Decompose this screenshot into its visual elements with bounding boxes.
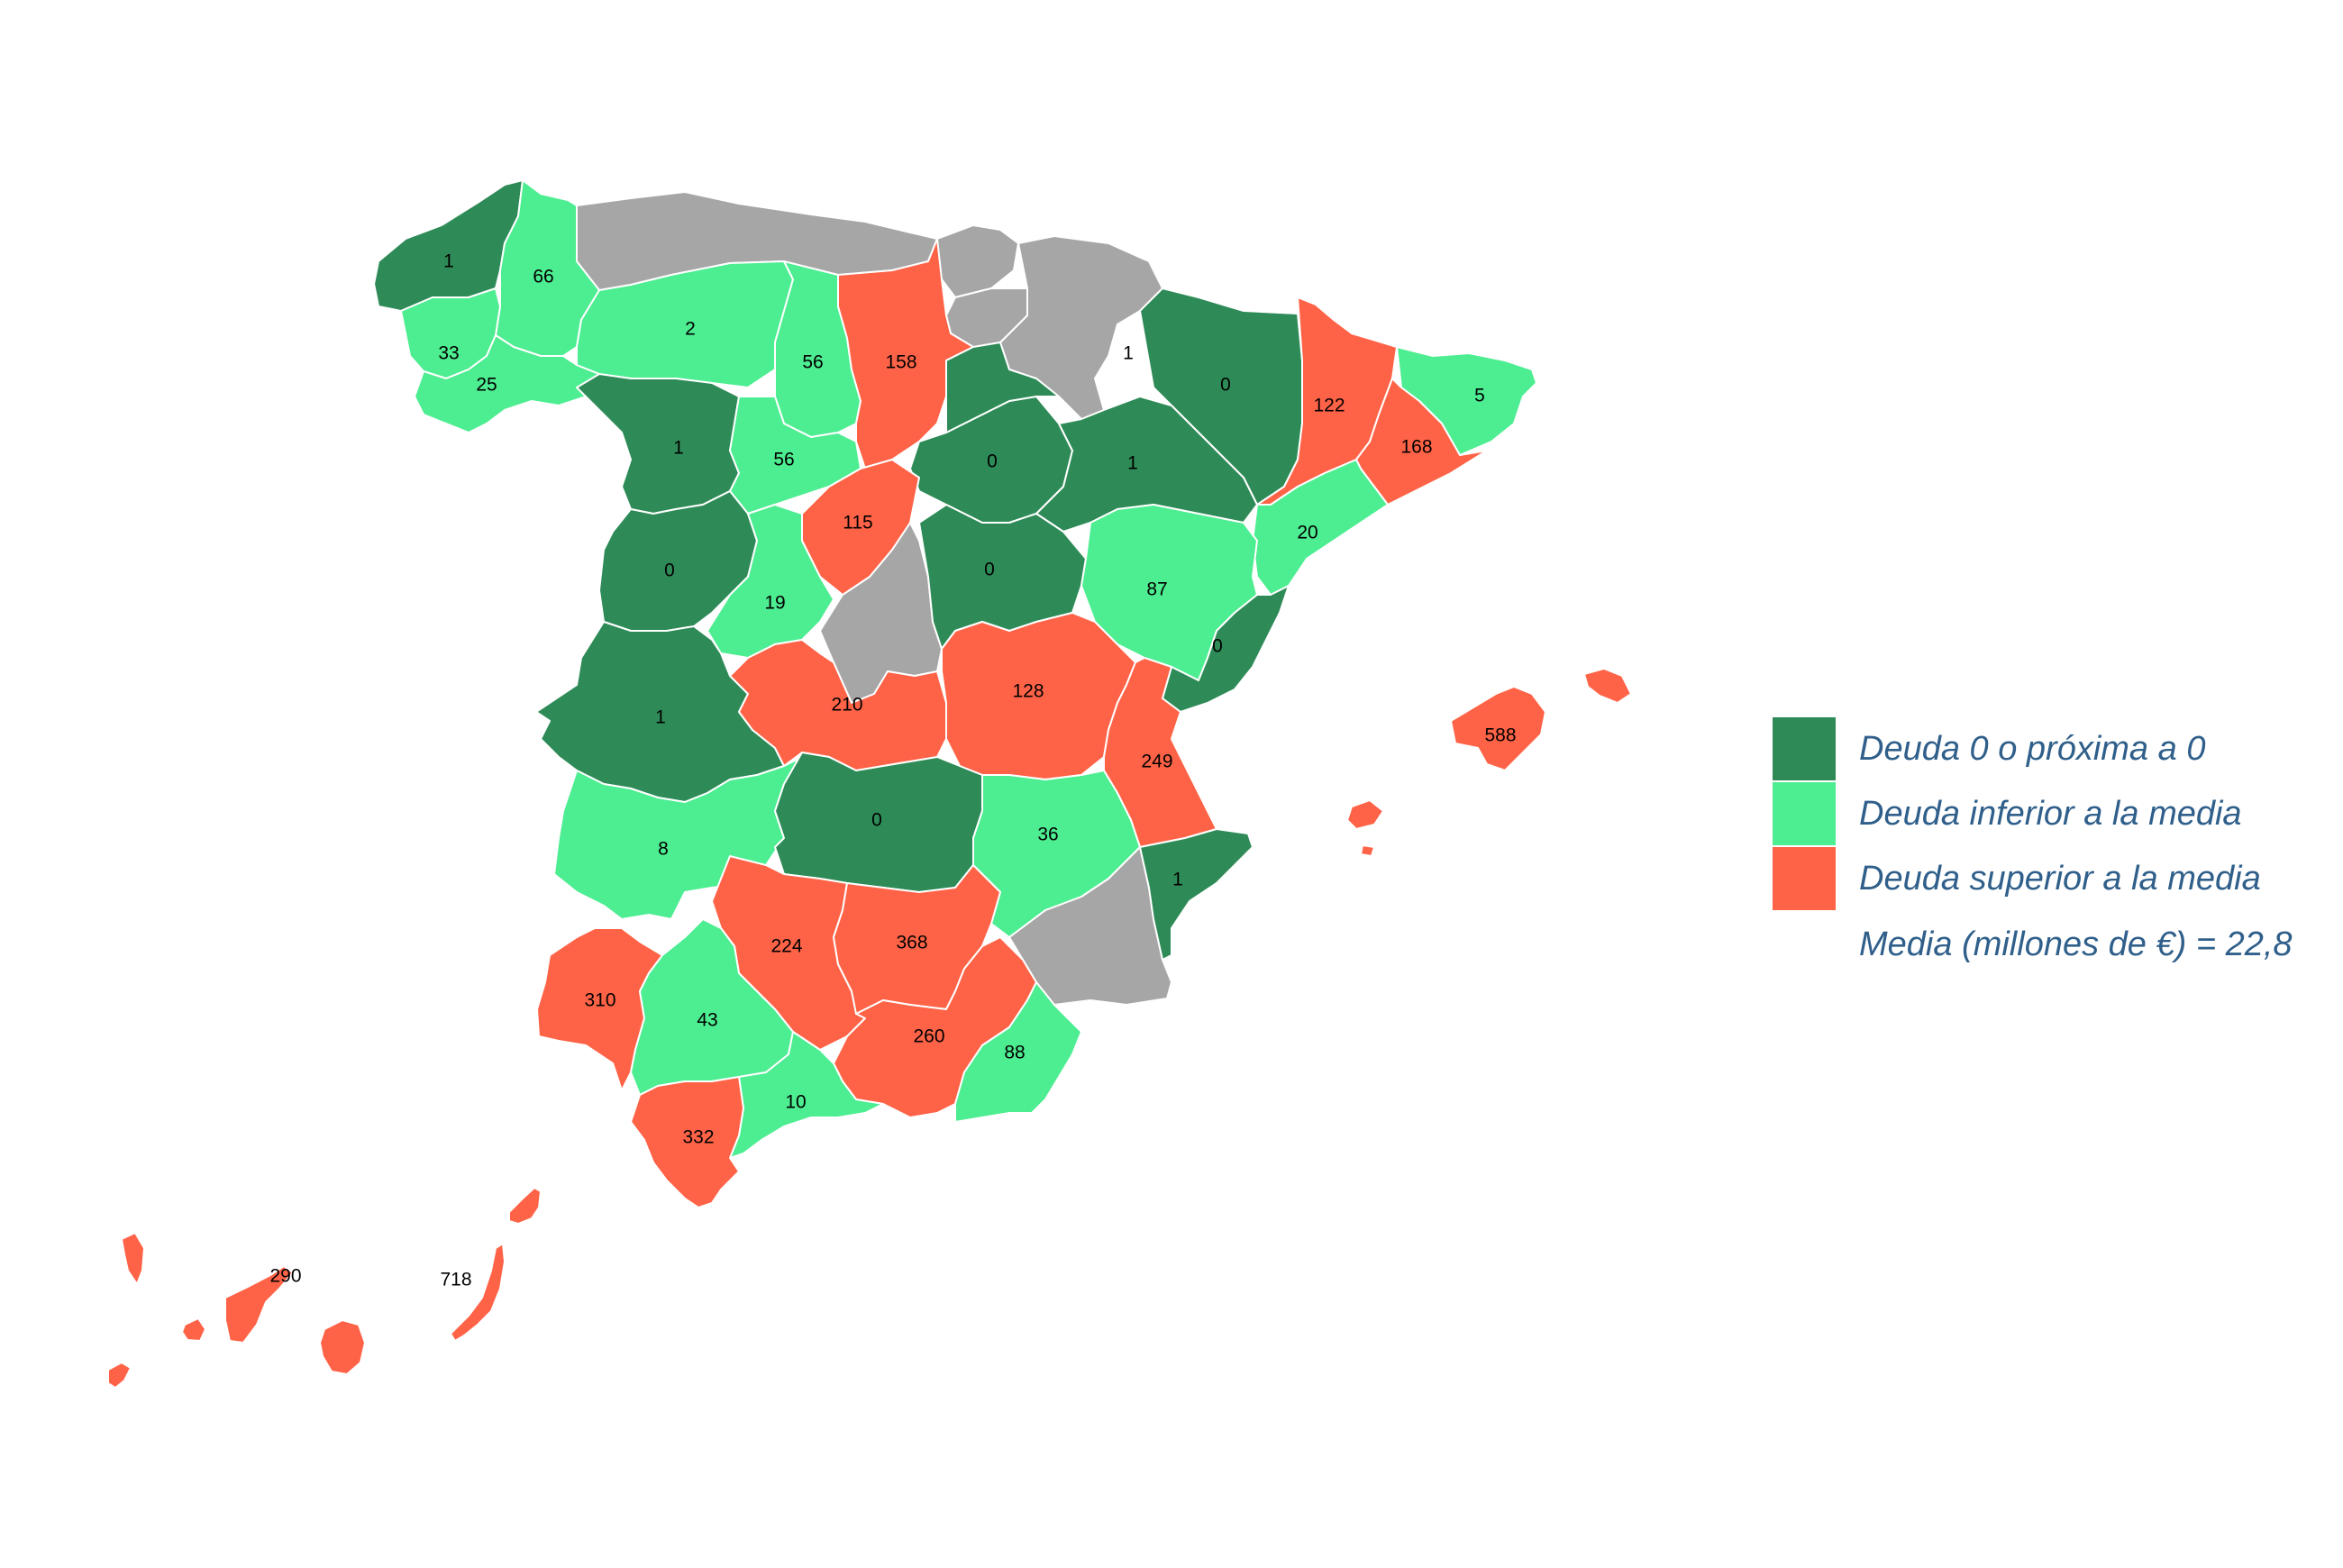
value-label: 332 (682, 1127, 714, 1148)
legend-label-zero: Deuda 0 o próxima a 0 (1859, 730, 2205, 768)
value-label: 43 (697, 1010, 717, 1031)
value-label: 368 (896, 933, 927, 953)
province-valladolid (729, 396, 862, 515)
province-las-palmas-lanzarote (508, 1187, 542, 1225)
legend: Deuda 0 o próxima a 0 Deuda inferior a l… (1773, 717, 2293, 963)
legend-mean-note: Media (millones de €) = 22,8 (1859, 925, 2293, 963)
value-labels: 1 66 33 25 2 56 158 1 56 0 1 0 1 122 5 1… (269, 251, 1516, 1290)
value-label: 718 (440, 1270, 471, 1290)
value-label: 25 (476, 375, 497, 396)
province-illes-balears-menorca (1583, 668, 1632, 704)
value-label: 210 (831, 695, 862, 716)
value-label: 88 (1004, 1043, 1025, 1063)
value-label: 8 (658, 839, 669, 860)
value-label: 158 (885, 352, 916, 373)
province-las-palmas-gran-canaria (319, 1319, 366, 1375)
province-salamanca (598, 490, 758, 632)
value-label: 0 (984, 560, 995, 580)
value-label: 260 (913, 1026, 944, 1047)
province-santa-cruz-el-hierro (107, 1362, 132, 1389)
value-label: 168 (1400, 437, 1432, 458)
value-label: 290 (269, 1266, 301, 1287)
province-shapes (107, 179, 1632, 1389)
value-label: 224 (770, 936, 802, 957)
legend-swatch-zero (1773, 717, 1836, 780)
province-barcelona (1355, 378, 1488, 506)
value-label: 19 (764, 593, 785, 614)
value-label: 122 (1313, 396, 1345, 416)
value-label: 115 (843, 513, 872, 533)
region-basque-country (936, 224, 1019, 298)
value-label: 5 (1474, 386, 1485, 406)
value-label: 1 (673, 438, 684, 459)
province-santa-cruz-la-gomera (181, 1317, 206, 1342)
value-label: 87 (1146, 579, 1167, 600)
value-label: 0 (1212, 636, 1223, 657)
province-zamora (576, 373, 740, 515)
legend-swatch-above (1773, 847, 1836, 910)
value-label: 249 (1141, 752, 1172, 772)
value-label: 1 (1127, 453, 1138, 474)
province-castellon (1162, 585, 1290, 713)
no-data-regions (576, 191, 1172, 1006)
value-label: 0 (1220, 375, 1231, 396)
value-label: 20 (1297, 523, 1317, 543)
value-label: 128 (1012, 681, 1044, 702)
province-illes-balears-ibiza (1346, 799, 1384, 830)
legend-swatch-below (1773, 782, 1836, 845)
province-cadiz (630, 1076, 744, 1208)
province-illes-balears-mallorca (1450, 686, 1546, 771)
value-label: 10 (785, 1092, 806, 1113)
province-santa-cruz-la-palma (121, 1232, 145, 1285)
province-segovia (801, 459, 920, 596)
province-burgos (837, 238, 974, 469)
value-label: 66 (533, 267, 553, 287)
value-label: 588 (1484, 725, 1516, 746)
value-label: 0 (987, 451, 998, 472)
value-label: 0 (664, 561, 675, 581)
value-label: 33 (438, 343, 459, 364)
value-label: 0 (871, 810, 882, 831)
legend-label-above: Deuda superior a la media (1859, 860, 2261, 898)
legend-label-below: Deuda inferior a la media (1859, 795, 2242, 833)
province-santa-cruz-tenerife (224, 1265, 294, 1344)
value-label: 56 (802, 352, 823, 373)
province-alicante (1139, 828, 1254, 961)
province-illes-balears-formentera (1360, 844, 1375, 857)
value-label: 1 (655, 707, 666, 728)
province-las-palmas-fuerteventura (450, 1243, 506, 1342)
value-label: 1 (443, 251, 454, 272)
province-leon (576, 260, 794, 388)
value-label: 56 (773, 450, 794, 470)
province-la-rioja (945, 342, 1060, 433)
value-label: 2 (685, 319, 696, 340)
province-almeria (954, 981, 1082, 1123)
value-label: 1 (1123, 343, 1134, 364)
value-label: 36 (1037, 825, 1058, 845)
value-label: 1 (1172, 870, 1183, 890)
value-label: 310 (584, 990, 615, 1011)
